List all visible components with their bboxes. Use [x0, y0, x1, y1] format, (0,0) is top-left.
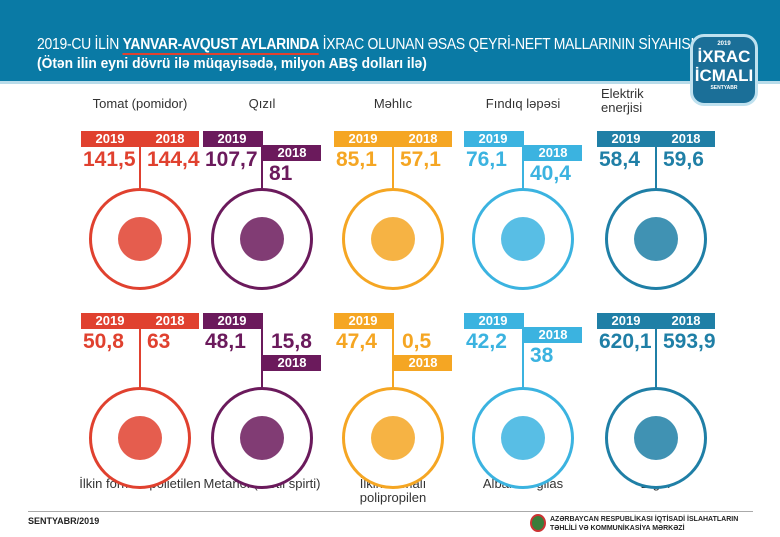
value-2018: 63 — [147, 330, 171, 353]
item-name: Məhlıc — [373, 96, 413, 111]
item-name: Elektrik enerjisi — [601, 86, 644, 115]
connector-line — [392, 313, 394, 397]
tag-2018: 2018 — [524, 145, 582, 161]
tomato-icon — [118, 217, 162, 261]
export-item: Tomat (pomidor) 2019 141,5 2018 144,4 — [75, 95, 205, 295]
product-circle — [472, 188, 574, 290]
product-circle — [605, 387, 707, 489]
connector-line — [522, 313, 524, 397]
product-circle — [605, 188, 707, 290]
footer-organization: AZƏRBAYCAN RESPUBLİKASI İQTİSADİ İSLAHAT… — [550, 516, 739, 532]
cotton-icon — [371, 217, 415, 261]
value-2019: 47,4 — [336, 330, 377, 353]
tag-2019: 2019 — [464, 131, 522, 147]
product-circle — [89, 188, 191, 290]
product-circle — [89, 387, 191, 489]
value-2019: 107,7 — [205, 148, 258, 171]
value-2018: 0,5 — [402, 330, 432, 353]
polypropylene-granules-icon — [371, 416, 415, 460]
export-item: Məhlıc 2019 85,1 2018 57,1 — [328, 95, 458, 295]
connector-line — [139, 131, 141, 226]
export-item: Metanol (metil spirti) 2019 48,115,8 201… — [197, 305, 327, 505]
tag-2018: 2018 — [657, 131, 715, 147]
cherry-icon — [501, 416, 545, 460]
value-2019: 620,1 — [599, 330, 652, 353]
product-circle — [211, 188, 313, 290]
tag-2018: 2018 — [263, 145, 321, 161]
polyethylene-granules-icon — [118, 416, 162, 460]
value-2019: 141,5 — [83, 148, 136, 171]
tag-2018: 2018 — [524, 327, 582, 343]
item-name: Fındıq ləpəsi — [485, 96, 561, 111]
connector-line — [655, 131, 657, 226]
tag-2019: 2019 — [597, 313, 655, 329]
gold-bars-icon — [240, 217, 284, 261]
tag-2018: 2018 — [394, 131, 452, 147]
connector-line — [655, 313, 657, 397]
hazelnut-icon — [501, 217, 545, 261]
value-2018: 38 — [530, 344, 554, 367]
page-title: 2019-CU İLİN YANVAR-AVQUST AYLARINDA İXR… — [37, 36, 695, 55]
connector-line — [139, 313, 141, 397]
tag-2018: 2018 — [141, 131, 199, 147]
item-name: Tomat (pomidor) — [92, 96, 188, 111]
page-subtitle: (Ötən ilin eyni dövrü ilə müqayisədə, mi… — [37, 55, 427, 72]
tag-2019: 2019 — [334, 131, 392, 147]
value-2018: 81 — [269, 162, 293, 185]
connector-line — [522, 131, 524, 226]
value-2018: 59,6 — [663, 148, 704, 171]
export-review-badge: 2019 İXRAC İCMALI SENTYABR — [690, 34, 758, 106]
tag-2019: 2019 — [203, 313, 261, 329]
tag-2019: 2019 — [597, 131, 655, 147]
value-2019: 85,1 — [336, 148, 377, 171]
tag-2019: 2019 — [81, 131, 139, 147]
methanol-molecule-icon — [240, 416, 284, 460]
product-circle — [472, 387, 574, 489]
value-2018: 593,9 — [663, 330, 716, 353]
light-bulb-icon — [634, 217, 678, 261]
connector-line — [261, 313, 263, 397]
tag-2019: 2019 — [334, 313, 392, 329]
tag-2018: 2018 — [263, 355, 321, 371]
connector-line — [392, 131, 394, 226]
tag-2019: 2019 — [81, 313, 139, 329]
tag-2019: 2019 — [203, 131, 261, 147]
export-item: Qızıl 2019 107,7 2018 81 — [197, 95, 327, 295]
value-2019: 58,4 — [599, 148, 640, 171]
tag-2018: 2018 — [394, 355, 452, 371]
value-2019: 76,1 — [466, 148, 507, 171]
value-2019: 42,2 — [466, 330, 507, 353]
tag-2019: 2019 — [464, 313, 522, 329]
product-circle — [342, 188, 444, 290]
product-circle — [211, 387, 313, 489]
export-item: Elektrik enerjisi 2019 58,4 2018 59,6 — [591, 87, 721, 295]
value-2018: 57,1 — [400, 148, 441, 171]
item-name: Qızıl — [248, 96, 276, 111]
tag-2018: 2018 — [141, 313, 199, 329]
value-2018: 15,8 — [271, 330, 312, 353]
header-banner: 2019-CU İLİN YANVAR-AVQUST AYLARINDA İXR… — [0, 0, 780, 84]
state-emblem-icon — [530, 514, 546, 532]
tag-2018: 2018 — [657, 313, 715, 329]
value-2018: 40,4 — [530, 162, 571, 185]
footer-divider — [28, 511, 753, 512]
containers-icon — [634, 416, 678, 460]
value-2019: 48,1 — [205, 330, 246, 353]
value-2018: 144,4 — [147, 148, 200, 171]
export-item: Fındıq ləpəsi 2019 76,1 2018 40,4 — [458, 95, 588, 295]
product-circle — [342, 387, 444, 489]
export-item: İlkin formalı polipropilen 2019 47,40,5 … — [328, 305, 458, 505]
value-2019: 50,8 — [83, 330, 124, 353]
connector-line — [261, 131, 263, 226]
footer-date: SENTYABR/2019 — [28, 516, 100, 526]
